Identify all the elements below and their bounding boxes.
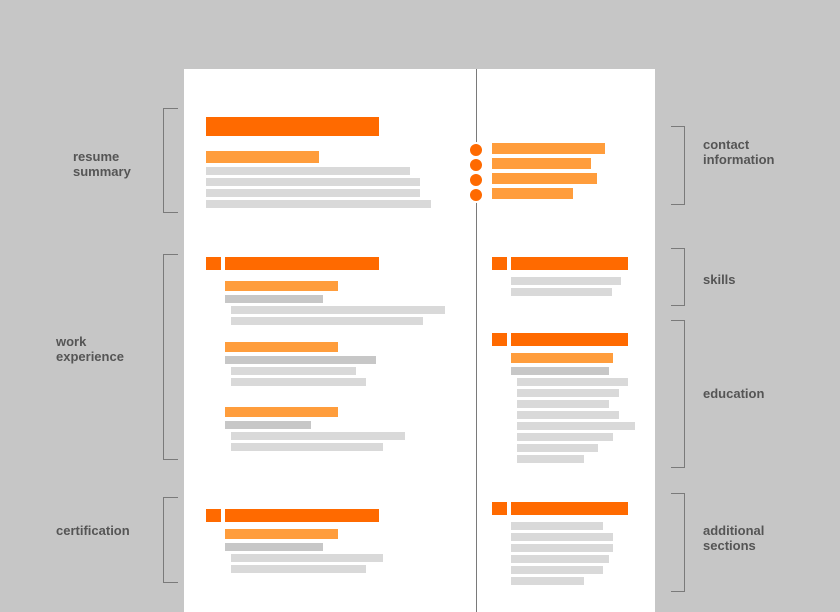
contact-bullet-icon bbox=[468, 187, 484, 203]
additional-text-line bbox=[511, 577, 584, 585]
contact-line-bar bbox=[492, 188, 573, 199]
job-text-line bbox=[231, 432, 405, 440]
section-marker bbox=[492, 502, 507, 515]
summary-text-line bbox=[206, 167, 410, 175]
job-text-line bbox=[231, 367, 356, 375]
contact-bullet-icon bbox=[468, 172, 484, 188]
contact-line-bar bbox=[492, 173, 597, 184]
job-title-bar bbox=[225, 407, 338, 417]
additional-text-line bbox=[511, 566, 603, 574]
job-text-line bbox=[231, 317, 423, 325]
job-title-bar bbox=[225, 342, 338, 352]
skills-label: skills bbox=[703, 272, 736, 287]
additional-sections-bracket bbox=[671, 493, 685, 592]
summary-text-line bbox=[206, 189, 420, 197]
additional-text-line bbox=[511, 544, 613, 552]
section-heading-bar bbox=[225, 257, 379, 270]
summary-text-line bbox=[206, 178, 420, 186]
job-text-line bbox=[231, 378, 366, 386]
skills-text-line bbox=[511, 277, 621, 285]
education-text-line bbox=[517, 422, 635, 430]
job-title-bar bbox=[225, 281, 338, 291]
additional-sections-label: additional sections bbox=[703, 523, 765, 553]
column-divider bbox=[476, 69, 477, 612]
contact-line-bar bbox=[492, 158, 591, 169]
section-marker bbox=[492, 257, 507, 270]
cert-text-line bbox=[231, 554, 383, 562]
education-text-line bbox=[517, 411, 619, 419]
school-name-bar bbox=[511, 367, 609, 375]
section-marker bbox=[492, 333, 507, 346]
degree-title-bar bbox=[511, 353, 613, 363]
job-company-bar bbox=[225, 295, 323, 303]
certification-bracket bbox=[163, 497, 178, 583]
job-company-bar bbox=[225, 421, 311, 429]
contact-line-bar bbox=[492, 143, 605, 154]
work-experience-label: work experience bbox=[56, 334, 124, 364]
work-experience-bracket bbox=[163, 254, 178, 460]
additional-text-line bbox=[511, 533, 613, 541]
name-heading-bar bbox=[206, 117, 379, 136]
education-text-line bbox=[517, 444, 598, 452]
summary-text-line bbox=[206, 200, 431, 208]
job-text-line bbox=[231, 443, 383, 451]
certification-label: certification bbox=[56, 523, 130, 538]
education-label: education bbox=[703, 386, 765, 401]
education-text-line bbox=[517, 378, 628, 386]
section-heading-bar bbox=[225, 509, 379, 522]
additional-text-line bbox=[511, 555, 609, 563]
contact-bullet-icon bbox=[468, 142, 484, 158]
section-heading-bar bbox=[511, 333, 628, 346]
education-text-line bbox=[517, 455, 584, 463]
education-text-line bbox=[517, 389, 619, 397]
education-text-line bbox=[517, 433, 613, 441]
resume-summary-bracket bbox=[163, 108, 178, 213]
skills-text-line bbox=[511, 288, 612, 296]
cert-text-line bbox=[231, 565, 366, 573]
education-bracket bbox=[671, 320, 685, 468]
section-marker bbox=[206, 257, 221, 270]
cert-issuer-bar bbox=[225, 543, 323, 551]
section-heading-bar bbox=[511, 257, 628, 270]
contact-bullet-icon bbox=[468, 157, 484, 173]
job-text-line bbox=[231, 306, 445, 314]
contact-information-label: contact information bbox=[703, 137, 775, 167]
summary-subheading-bar bbox=[206, 151, 319, 163]
cert-title-bar bbox=[225, 529, 338, 539]
section-heading-bar bbox=[511, 502, 628, 515]
additional-text-line bbox=[511, 522, 603, 530]
skills-bracket bbox=[671, 248, 685, 306]
section-marker bbox=[206, 509, 221, 522]
resume-summary-label: resume summary bbox=[73, 149, 131, 179]
job-company-bar bbox=[225, 356, 376, 364]
education-text-line bbox=[517, 400, 609, 408]
contact-information-bracket bbox=[671, 126, 685, 205]
